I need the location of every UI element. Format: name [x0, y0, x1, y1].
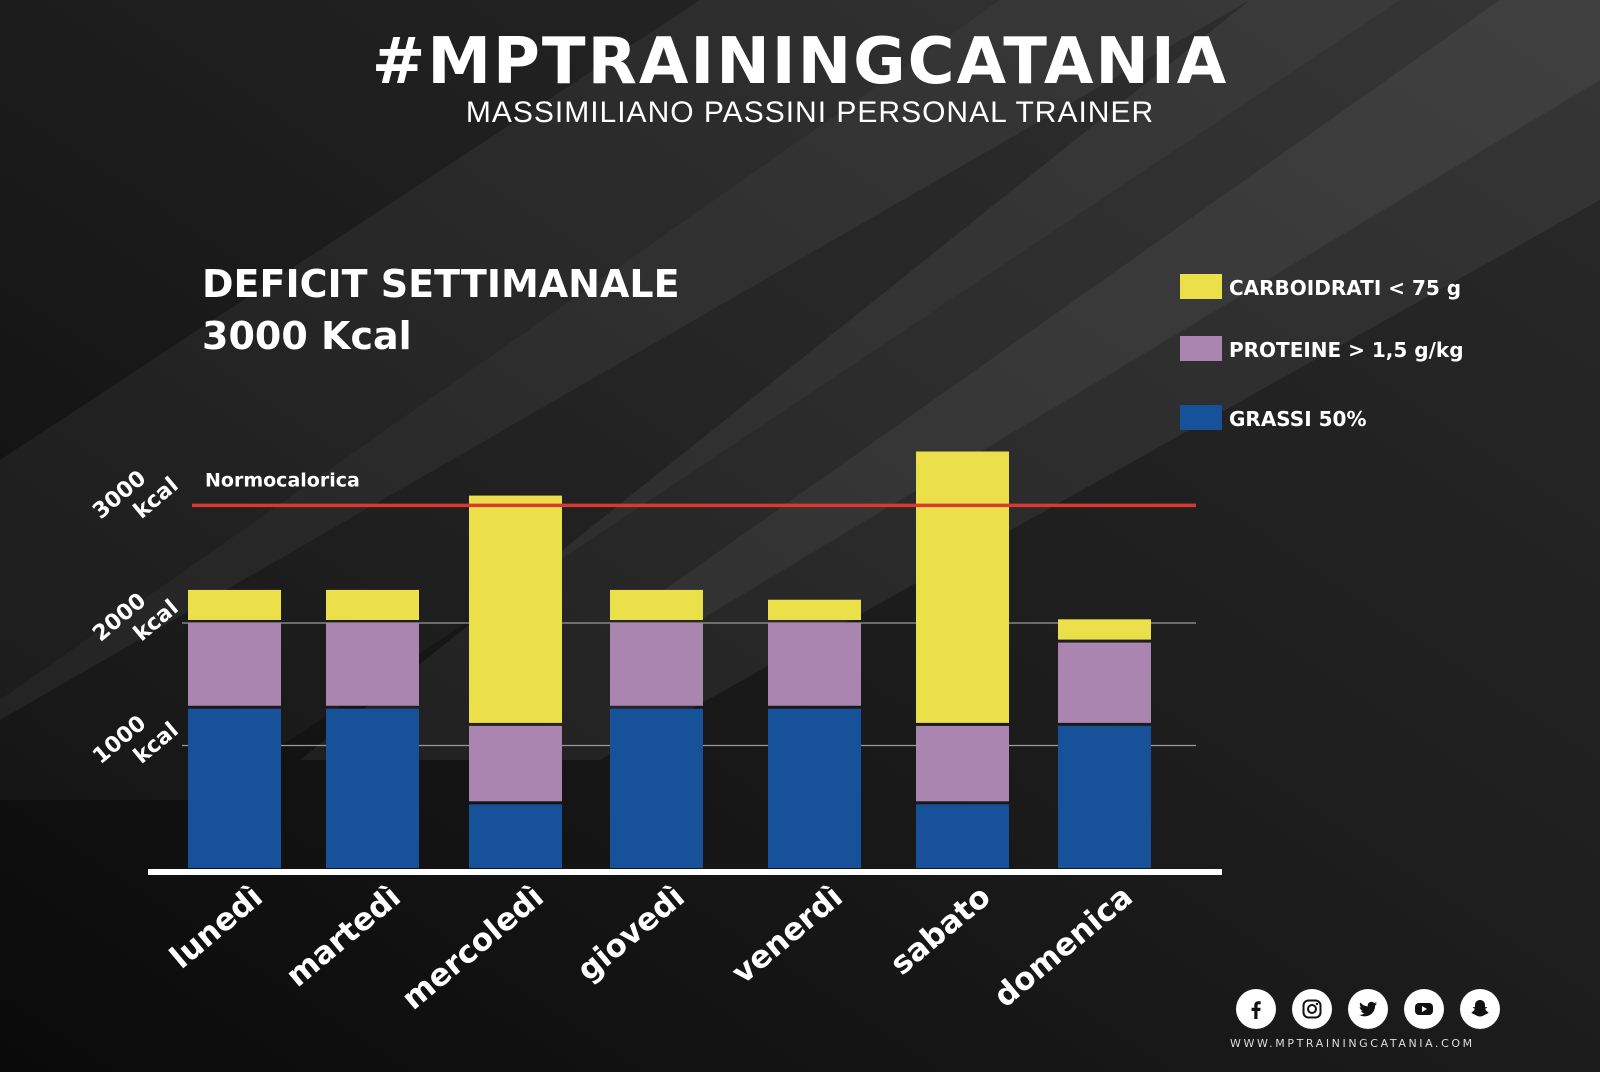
twitter-icon[interactable] — [1348, 989, 1388, 1029]
bar-grassi-2 — [326, 708, 419, 868]
bar-proteine-1 — [188, 623, 281, 706]
youtube-icon[interactable] — [1404, 989, 1444, 1029]
chart-heading: DEFICIT SETTIMANALE 3000 Kcal — [202, 258, 680, 362]
website-url[interactable]: WWW.MPTRAININGCATANIA.COM — [1230, 1037, 1475, 1050]
bar-grassi-7 — [1058, 725, 1151, 868]
bar-grassi-6 — [916, 804, 1009, 868]
bar-carboidrati-7 — [1058, 619, 1151, 640]
instagram-icon[interactable] — [1292, 989, 1332, 1029]
bar-proteine-6 — [916, 725, 1009, 802]
legend-label-carboidrati: CARBOIDRATI < 75 g — [1229, 276, 1461, 300]
bar-carboidrati-3 — [469, 495, 562, 723]
legend-label-proteine: PROTEINE > 1,5 g/kg — [1229, 338, 1464, 362]
bar-grassi-5 — [768, 708, 861, 868]
snapchat-icon[interactable] — [1460, 989, 1500, 1029]
bar-carboidrati-1 — [188, 589, 281, 620]
x-label-4: giovedì — [570, 879, 691, 989]
chart-heading-line2: 3000 Kcal — [202, 314, 412, 358]
social-footer: WWW.MPTRAININGCATANIA.COM — [1230, 989, 1536, 1050]
legend-swatch-carboidrati — [1180, 274, 1222, 299]
legend-swatch-grassi — [1180, 405, 1222, 430]
normocalorica-label: Normocalorica — [205, 469, 360, 491]
bar-proteine-4 — [610, 623, 703, 706]
social-icons — [1236, 989, 1536, 1029]
x-label-5: venerdì — [725, 879, 850, 992]
bar-carboidrati-6 — [916, 451, 1009, 723]
brand-header: #MPTRAININGCATANIA MASSIMILIANO PASSINI … — [0, 30, 1600, 130]
bar-proteine-2 — [326, 623, 419, 706]
bar-carboidrati-2 — [326, 589, 419, 620]
x-label-6: sabato — [884, 879, 998, 983]
bar-proteine-5 — [768, 623, 861, 706]
brand-subtitle: MASSIMILIANO PASSINI PERSONAL TRAINER — [465, 96, 1155, 129]
x-label-1: lunedì — [163, 879, 269, 976]
bar-grassi-1 — [188, 708, 281, 868]
bar-proteine-7 — [1058, 642, 1151, 723]
bar-grassi-4 — [610, 708, 703, 868]
legend-swatch-proteine — [1180, 336, 1222, 361]
facebook-icon[interactable] — [1236, 989, 1276, 1029]
chart-heading-line1: DEFICIT SETTIMANALE — [202, 262, 680, 306]
brand-title: #MPTRAININGCATANIA — [371, 25, 1229, 99]
x-label-2: martedì — [279, 879, 407, 995]
bar-proteine-3 — [469, 725, 562, 802]
x-label-7: domenica — [987, 879, 1139, 1015]
bar-carboidrati-5 — [768, 599, 861, 620]
legend-label-grassi: GRASSI 50% — [1229, 407, 1366, 431]
x-label-3: mercoledì — [395, 879, 550, 1018]
bar-grassi-3 — [469, 804, 562, 868]
bar-carboidrati-4 — [610, 589, 703, 620]
